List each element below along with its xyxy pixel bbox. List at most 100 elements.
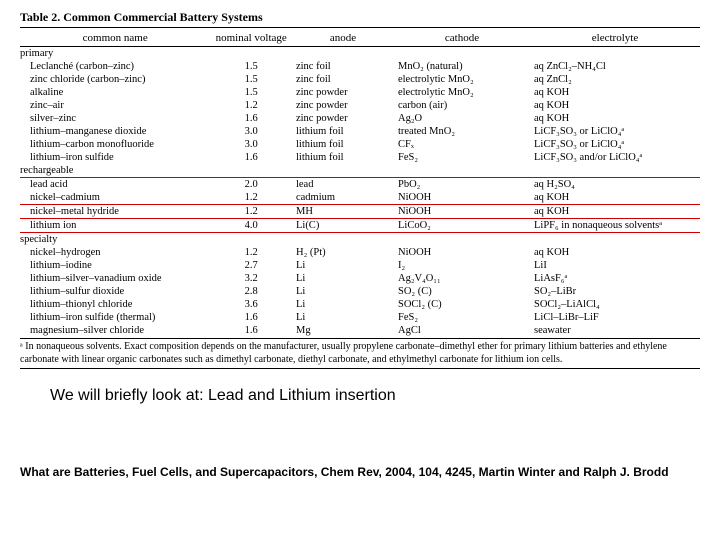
table-cell: cadmium — [292, 191, 394, 205]
table-row: lithium–sulfur dioxide2.8LiSO₂ (C)SO₂–Li… — [20, 285, 700, 298]
table-cell: lead — [292, 178, 394, 192]
table-row: magnesium–silver chloride1.6MgAgClseawat… — [20, 324, 700, 337]
table-cell: lithium–iodine — [20, 259, 210, 272]
table-cell: AgCl — [394, 324, 530, 337]
table-cell: LiCl–LiBr–LiF — [530, 311, 700, 324]
table-cell: aq ZnCl₂–NH₄Cl — [530, 60, 700, 73]
table-cell: 3.2 — [210, 272, 292, 285]
section-label: rechargeable — [20, 164, 700, 178]
table-cell: lithium foil — [292, 138, 394, 151]
table-cell: 1.6 — [210, 311, 292, 324]
table-cell: lithium–carbon monofluoride — [20, 138, 210, 151]
col-anode: anode — [292, 30, 394, 46]
table-cell: aq KOH — [530, 99, 700, 112]
table-row: nickel–metal hydride1.2MHNiOOHaq KOH — [20, 205, 700, 219]
table-row: silver–zinc1.6zinc powderAg₂Oaq KOH — [20, 112, 700, 125]
table-cell: FeS₂ — [394, 311, 530, 324]
table-cell: LiCoO₂ — [394, 219, 530, 233]
table-cell: 3.0 — [210, 125, 292, 138]
table-cell: Mg — [292, 324, 394, 337]
table-cell: lithium–iron sulfide — [20, 151, 210, 164]
author-note: We will briefly look at: Lead and Lithiu… — [50, 387, 700, 405]
table-cell: 2.0 — [210, 178, 292, 192]
table-cell: SO₂–LiBr — [530, 285, 700, 298]
table-cell: PbO₂ — [394, 178, 530, 192]
table-cell: 1.6 — [210, 324, 292, 337]
table-row: lithium–manganese dioxide3.0lithium foil… — [20, 125, 700, 138]
table-row: zinc chloride (carbon–zinc)1.5zinc foile… — [20, 73, 700, 86]
section-label: primary — [20, 47, 700, 60]
col-electrolyte: electrolyte — [530, 30, 700, 46]
table-row: lithium–carbon monofluoride3.0lithium fo… — [20, 138, 700, 151]
table-cell: 1.6 — [210, 112, 292, 125]
table-row: zinc–air1.2zinc powdercarbon (air)aq KOH — [20, 99, 700, 112]
rule-bottom — [20, 368, 700, 369]
table-cell: aq KOH — [530, 86, 700, 99]
table-cell: CFₓ — [394, 138, 530, 151]
table-cell: LiAsF₆ᵃ — [530, 272, 700, 285]
table-row: lithium–thionyl chloride3.6LiSOCl₂ (C)SO… — [20, 298, 700, 311]
table-cell: 1.6 — [210, 151, 292, 164]
table-cell: LiCF₃SO₃ or LiClO₄ᵃ — [530, 138, 700, 151]
table-cell: zinc–air — [20, 99, 210, 112]
table-cell: carbon (air) — [394, 99, 530, 112]
table-cell: Ag₂O — [394, 112, 530, 125]
table-cell: zinc foil — [292, 73, 394, 86]
table-row: lithium ion4.0Li(C)LiCoO₂LiPF₆ in nonaqu… — [20, 219, 700, 233]
table-cell: aq KOH — [530, 191, 700, 205]
col-nominal-voltage: nominal voltage — [210, 30, 292, 46]
table-cell: Ag₂V₄O₁₁ — [394, 272, 530, 285]
table-cell: zinc foil — [292, 60, 394, 73]
table-cell: NiOOH — [394, 191, 530, 205]
battery-table: common name nominal voltage anode cathod… — [20, 30, 700, 337]
table-cell: lithium foil — [292, 151, 394, 164]
table-cell: Leclanché (carbon–zinc) — [20, 60, 210, 73]
table-cell: I₂ — [394, 259, 530, 272]
table-cell: 1.5 — [210, 73, 292, 86]
table-cell: H₂ (Pt) — [292, 246, 394, 259]
table-cell: 2.8 — [210, 285, 292, 298]
table-cell: lithium–sulfur dioxide — [20, 285, 210, 298]
table-row: lithium–iodine2.7LiI₂LiI — [20, 259, 700, 272]
table-cell: aq ZnCl₂ — [530, 73, 700, 86]
table-cell: lithium foil — [292, 125, 394, 138]
table-cell: LiCF₃SO₃ and/or LiClO₄ᵃ — [530, 151, 700, 164]
table-cell: 1.5 — [210, 86, 292, 99]
rule-top — [20, 27, 700, 28]
table-cell: 1.2 — [210, 99, 292, 112]
table-cell: lithium ion — [20, 219, 210, 233]
table-row: nickel–hydrogen1.2H₂ (Pt)NiOOHaq KOH — [20, 246, 700, 259]
table-cell: aq H₂SO₄ — [530, 178, 700, 192]
table-title: Table 2. Common Commercial Battery Syste… — [20, 10, 700, 25]
table-cell: silver–zinc — [20, 112, 210, 125]
table-cell: MnO₂ (natural) — [394, 60, 530, 73]
col-common-name: common name — [20, 30, 210, 46]
table-cell: zinc powder — [292, 86, 394, 99]
table-cell: Li(C) — [292, 219, 394, 233]
table-row: nickel–cadmium1.2cadmiumNiOOHaq KOH — [20, 191, 700, 205]
table-cell: 4.0 — [210, 219, 292, 233]
table-cell: aq KOH — [530, 246, 700, 259]
table-cell: 1.2 — [210, 246, 292, 259]
table-cell: 1.2 — [210, 205, 292, 219]
section-label: specialty — [20, 233, 700, 247]
header-row: common name nominal voltage anode cathod… — [20, 30, 700, 46]
table-cell: electrolytic MnO₂ — [394, 86, 530, 99]
table-cell: Li — [292, 259, 394, 272]
table-cell: SOCl₂–LiAlCl₄ — [530, 298, 700, 311]
table-row: alkaline1.5zinc powderelectrolytic MnO₂a… — [20, 86, 700, 99]
table-cell: Li — [292, 285, 394, 298]
table-row: lithium–iron sulfide1.6lithium foilFeS₂L… — [20, 151, 700, 164]
col-cathode: cathode — [394, 30, 530, 46]
table-cell: 3.6 — [210, 298, 292, 311]
table-cell: aq KOH — [530, 205, 700, 219]
table-cell: 2.7 — [210, 259, 292, 272]
table-cell: 1.2 — [210, 191, 292, 205]
table-cell: SO₂ (C) — [394, 285, 530, 298]
table-cell: lead acid — [20, 178, 210, 192]
table-cell: 1.5 — [210, 60, 292, 73]
table-cell: nickel–metal hydride — [20, 205, 210, 219]
table-cell: LiCF₃SO₃ or LiClO₄ᵃ — [530, 125, 700, 138]
table-cell: Li — [292, 272, 394, 285]
table-cell: zinc powder — [292, 99, 394, 112]
